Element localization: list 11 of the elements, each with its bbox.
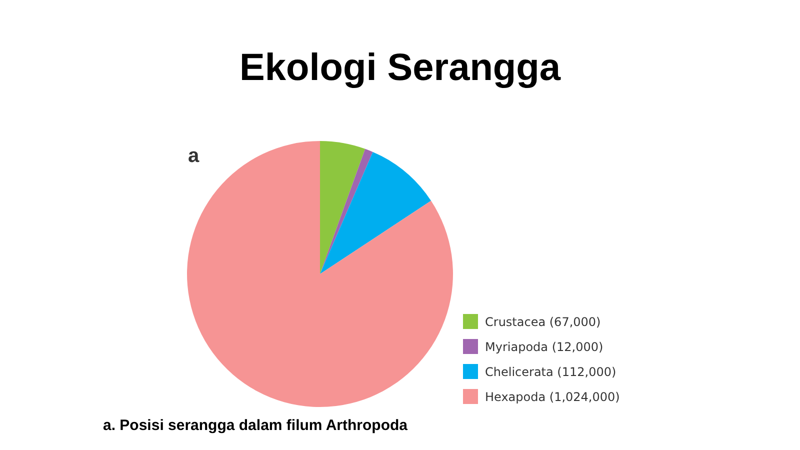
pie-slice xyxy=(187,141,453,407)
chart-title: Ekologi Serangga xyxy=(240,47,562,89)
pie-slice xyxy=(320,148,373,274)
pie-slice xyxy=(320,141,366,274)
legend-label: Myriapoda (12,000) xyxy=(485,340,604,354)
legend-label: Crustacea (67,000) xyxy=(485,315,601,329)
legend-label: Chelicerata (112,000) xyxy=(485,365,616,379)
text: a xyxy=(188,145,200,167)
legend-label: Hexapoda (1,024,000) xyxy=(485,390,620,404)
pie-slice xyxy=(320,152,432,274)
text: a. Posisi serangga dalam filum Arthropoda xyxy=(103,417,408,434)
